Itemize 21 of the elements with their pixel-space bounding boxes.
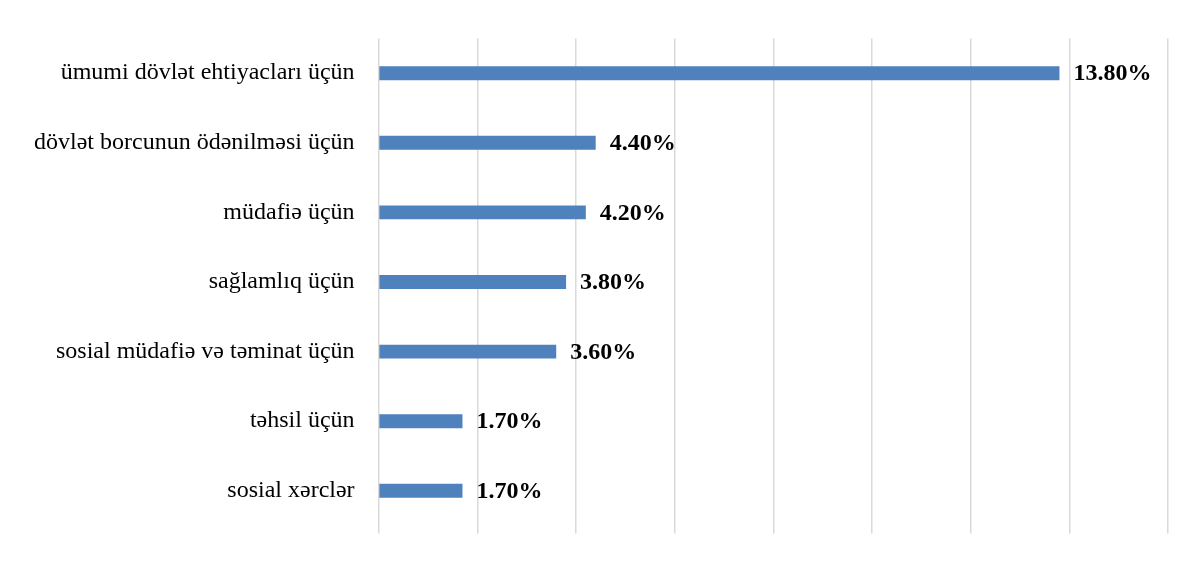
y-tick-label: müdafiə üçün: [223, 197, 355, 224]
data-label: 3.80%: [580, 268, 647, 295]
data-label: 1.70%: [476, 407, 543, 434]
data-label: 4.20%: [599, 198, 666, 225]
y-tick-label: sağlamlıq üçün: [208, 267, 355, 294]
bar: [379, 483, 463, 498]
bar: [379, 66, 1060, 81]
data-label: 1.70%: [476, 477, 543, 503]
y-tick-label: dövlət borcunun ödənilməsi üçün: [33, 128, 355, 155]
bar: [379, 414, 463, 429]
bar: [379, 344, 557, 359]
y-tick-label: təhsil üçün: [249, 406, 355, 433]
bar: [379, 135, 596, 150]
y-tick-label: ümumi dövlət ehtiyacları üçün: [60, 58, 355, 85]
data-label: 4.40%: [609, 129, 676, 155]
bar: [379, 275, 567, 289]
y-tick-label: sosial xərclər: [227, 476, 355, 503]
data-label: 13.80%: [1073, 59, 1152, 86]
data-label: 3.60%: [570, 337, 637, 364]
bar: [379, 205, 586, 220]
y-tick-label: sosial müdafiə və təminat üçün: [56, 336, 355, 363]
